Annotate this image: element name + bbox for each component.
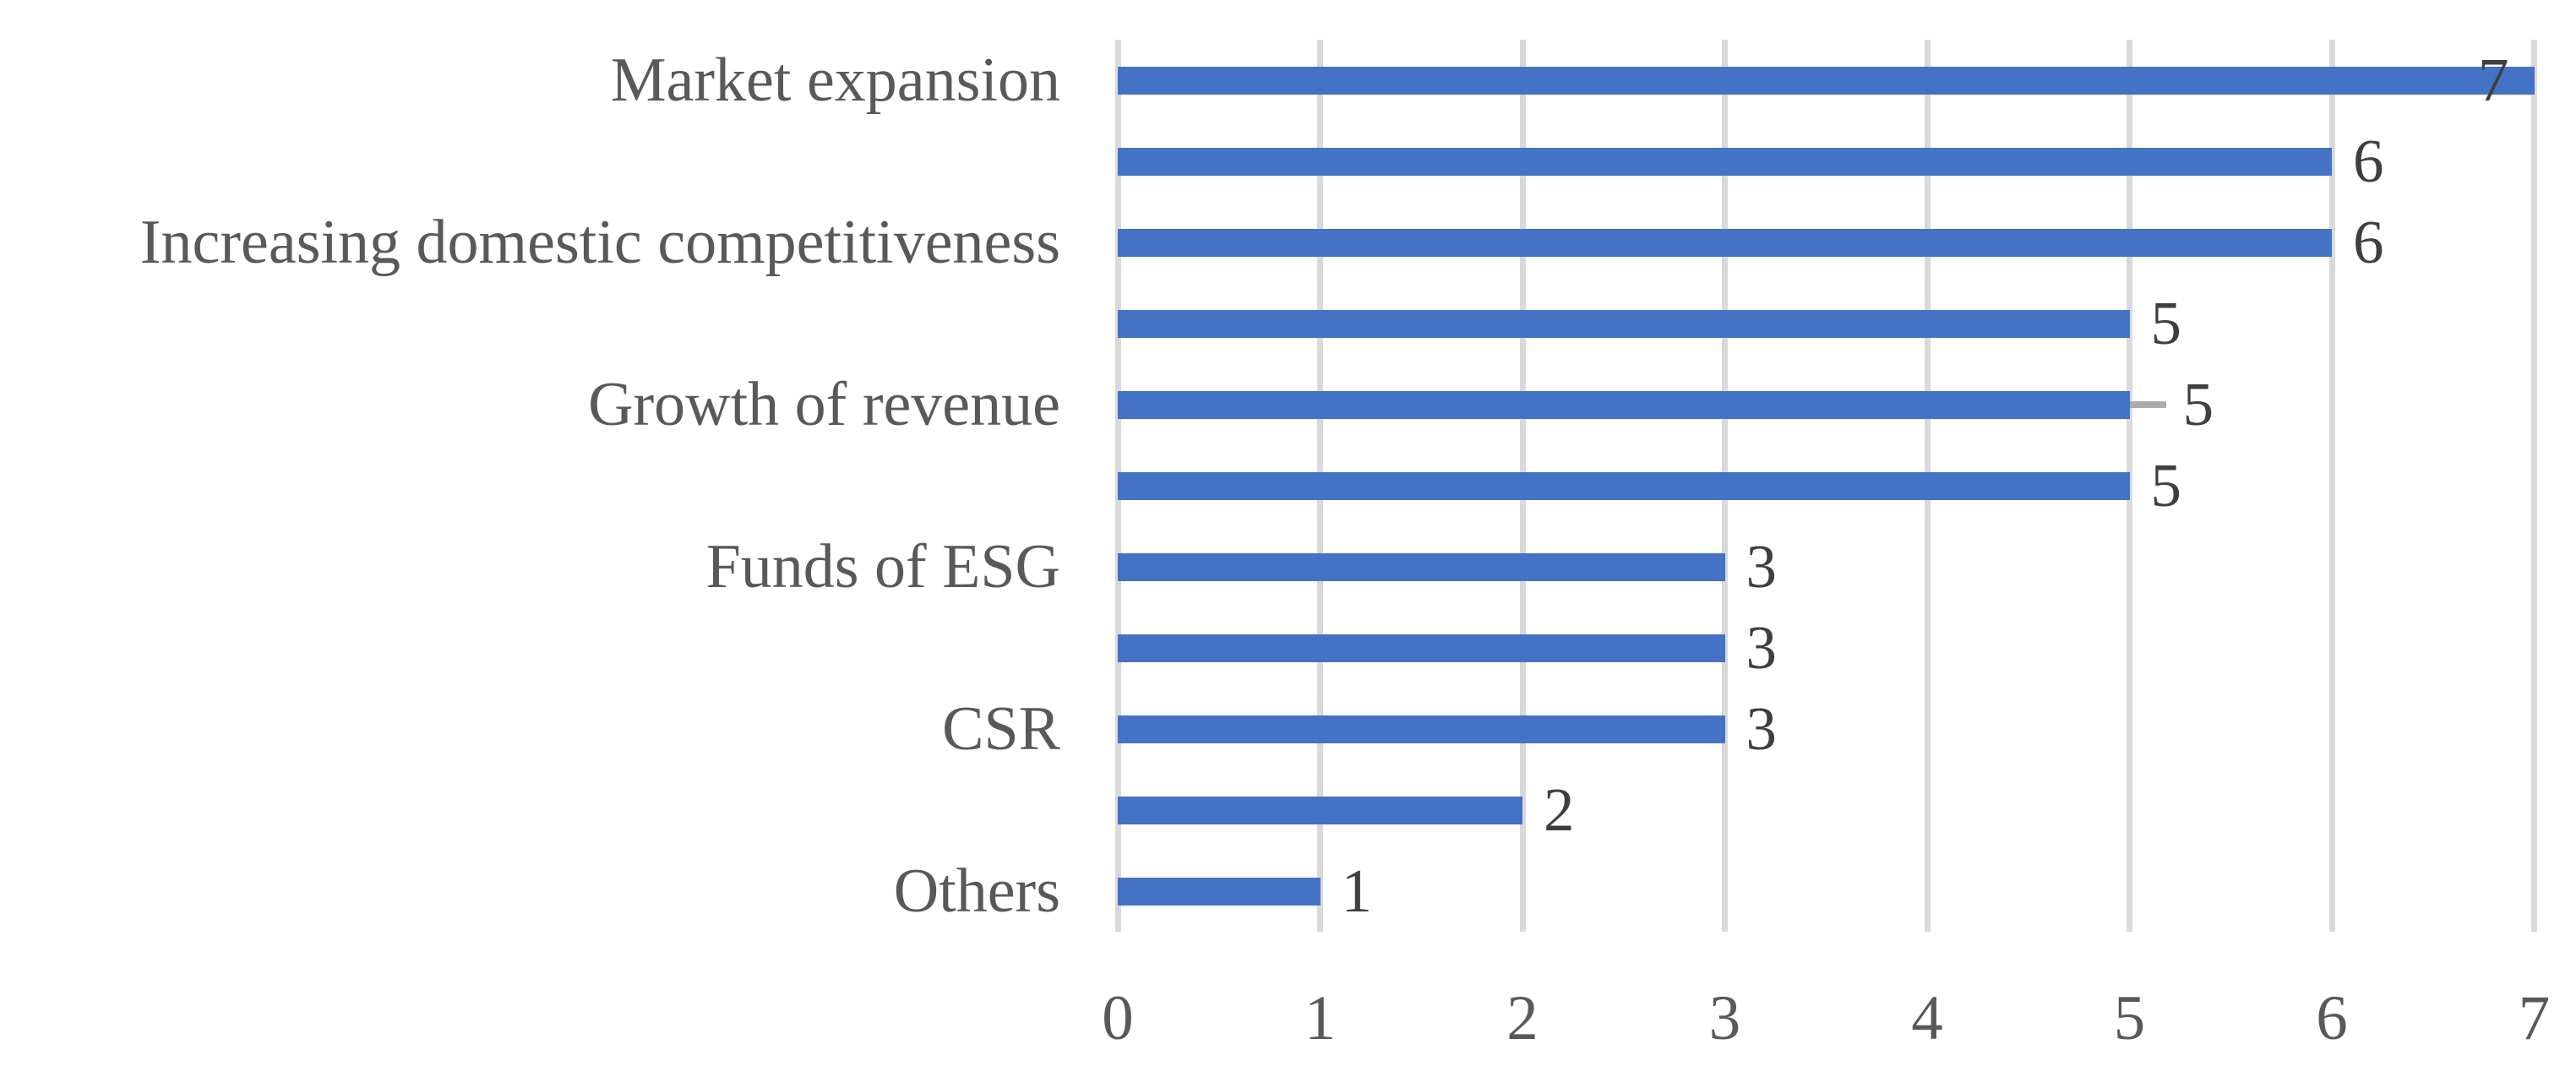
data-label: 7 <box>2478 46 2509 114</box>
category-label: Market expansion <box>610 46 1060 115</box>
bar <box>1118 471 2130 500</box>
data-label: 5 <box>2182 370 2214 438</box>
category-label: Increasing domestic competitiveness <box>139 208 1060 277</box>
bar <box>1118 66 2535 95</box>
bar <box>1118 147 2332 176</box>
data-label: 1 <box>1341 857 1373 925</box>
data-label: 3 <box>1745 613 1778 682</box>
bar <box>1118 309 2130 338</box>
category-label: Funds of ESG <box>705 532 1060 601</box>
data-label: 6 <box>2353 208 2384 276</box>
data-label: 2 <box>1544 775 1575 844</box>
gridline <box>2531 40 2537 932</box>
x-tick-label: 6 <box>2316 983 2348 1053</box>
bar <box>1118 228 2332 257</box>
bar <box>1118 715 1725 743</box>
gridline <box>2127 40 2132 932</box>
x-tick-label: 1 <box>1304 983 1337 1053</box>
data-label: 3 <box>1745 532 1778 601</box>
data-label: 5 <box>2150 451 2182 519</box>
x-tick-label: 0 <box>1102 983 1134 1053</box>
gridline <box>2328 40 2335 932</box>
bar <box>1118 552 1725 581</box>
bar <box>1118 634 1725 662</box>
category-label: Others <box>893 857 1060 926</box>
bar <box>1118 796 1522 824</box>
data-label: 6 <box>2353 127 2384 195</box>
category-label: CSR <box>942 694 1060 764</box>
x-tick-label: 3 <box>1708 983 1741 1053</box>
bar <box>1118 877 1321 906</box>
data-label: 5 <box>2150 289 2182 357</box>
bar <box>1118 390 2130 419</box>
x-tick-label: 7 <box>2518 983 2551 1053</box>
x-tick-label: 2 <box>1506 983 1539 1053</box>
x-tick-label: 5 <box>2113 983 2146 1053</box>
error-whisker <box>2129 401 2166 408</box>
x-tick-label: 4 <box>1911 983 1943 1053</box>
category-label: Growth of revenue <box>588 370 1060 439</box>
data-label: 3 <box>1745 694 1778 763</box>
